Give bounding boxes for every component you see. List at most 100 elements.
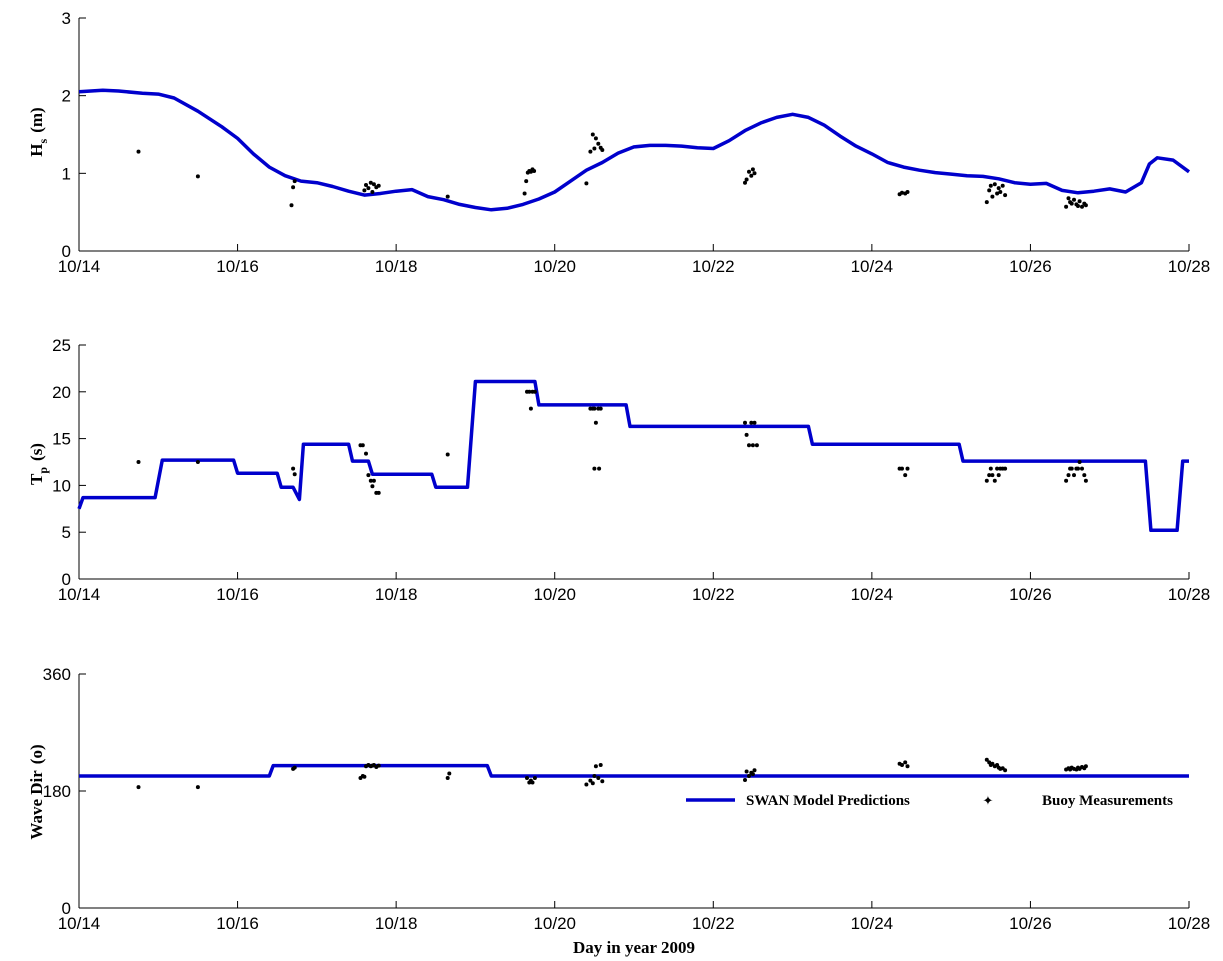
buoy-point-hs <box>1066 196 1071 201</box>
buoy-point-hs <box>1069 201 1074 206</box>
buoy-point-wavedir <box>600 779 605 784</box>
buoy-point-hs <box>998 190 1003 194</box>
buoy-point-hs <box>990 194 995 199</box>
y-tick-label-tp: 0 <box>62 570 71 589</box>
x-tick-label-tp: 10/20 <box>533 585 576 604</box>
buoy-point-wavedir <box>525 776 529 780</box>
x-tick-label-wavedir: 10/20 <box>533 914 576 933</box>
buoy-point-hs <box>1072 197 1076 202</box>
buoy-point-hs <box>752 171 757 176</box>
buoy-point-hs <box>596 141 601 146</box>
x-tick-label-wavedir: 10/14 <box>58 914 101 933</box>
buoy-point-tp <box>360 443 365 448</box>
buoy-point-hs <box>987 188 992 193</box>
buoy-point-tp <box>532 389 537 394</box>
buoy-point-tp <box>743 420 747 425</box>
buoy-point-wavedir <box>593 764 598 769</box>
buoy-point-tp <box>1077 460 1082 464</box>
buoy-point-hs <box>292 179 297 184</box>
buoy-point-hs <box>592 146 597 151</box>
buoy-point-hs <box>743 180 747 185</box>
buoy-point-tp <box>368 478 373 483</box>
buoy-point-hs <box>368 180 373 185</box>
buoy-point-tp <box>376 490 381 495</box>
buoy-point-wavedir <box>588 778 593 783</box>
legend-model-label: SWAN Model Predictions <box>746 793 910 809</box>
buoy-point-wavedir <box>598 763 603 767</box>
buoy-point-hs <box>371 182 376 187</box>
buoy-point-hs <box>984 200 989 205</box>
y-axis-label-hs-unit: (m) <box>27 107 46 132</box>
buoy-point-tp <box>1066 473 1071 478</box>
y-axis-label-wavedir-unit: (o) <box>27 744 46 764</box>
buoy-point-hs <box>905 190 910 194</box>
y-tick-label-tp: 5 <box>62 523 71 542</box>
buoy-point-tp <box>905 466 910 471</box>
buoy-point-wavedir <box>905 764 910 769</box>
y-tick-label-hs: 3 <box>62 9 71 28</box>
buoy-point-tp <box>1069 466 1074 471</box>
buoy-point-hs <box>524 179 529 184</box>
buoy-point-wavedir <box>1003 768 1008 773</box>
x-tick-label-hs: 10/28 <box>1168 257 1211 276</box>
x-tick-label-hs: 10/18 <box>375 257 418 276</box>
buoy-point-wavedir <box>752 768 757 773</box>
y-axis-label-tp-sub: p <box>36 467 50 474</box>
buoy-point-tp <box>528 406 533 411</box>
buoy-point-wavedir <box>744 769 749 774</box>
buoy-point-tp <box>996 473 1001 478</box>
x-tick-label-tp: 10/24 <box>851 585 894 604</box>
buoy-point-hs <box>588 149 593 154</box>
buoy-point-wavedir <box>1083 764 1088 769</box>
x-tick-label-tp: 10/26 <box>1009 585 1052 604</box>
legend-buoy-marker: ✦ <box>983 794 994 809</box>
buoy-point-wavedir <box>747 774 751 778</box>
legend: SWAN Model Predictions ✦ Buoy Measuremen… <box>686 793 1173 809</box>
buoy-point-tp <box>597 466 602 471</box>
x-tick-label-tp: 10/16 <box>216 585 259 604</box>
y-axis-label-hs: Hs (m) <box>27 107 50 156</box>
buoy-point-wavedir <box>990 761 995 766</box>
buoy-point-tp <box>370 484 375 489</box>
x-tick-label-wavedir: 10/24 <box>851 914 894 933</box>
buoy-point-tp <box>752 420 757 425</box>
x-tick-label-wavedir: 10/22 <box>692 914 735 933</box>
buoy-point-tp <box>1064 478 1069 483</box>
buoy-point-tp <box>903 473 908 478</box>
buoy-point-wavedir <box>592 774 597 778</box>
buoy-point-hs <box>289 203 294 208</box>
panel-tp: Tp (s) 0 5 10 15 20 25 10/14 10/16 10/18 10/20 10/2… <box>27 336 1210 604</box>
model-line-hs <box>78 88 1191 212</box>
buoy-point-hs <box>992 182 997 187</box>
buoy-point-tp <box>195 460 200 464</box>
buoy-point-hs <box>1080 204 1084 209</box>
y-axis-label-tp: Tp (s) <box>27 443 50 485</box>
buoy-point-wavedir <box>195 785 200 790</box>
buoy-point-hs <box>364 183 368 187</box>
y-tick-label-tp: 15 <box>52 430 71 449</box>
buoy-point-tp <box>1003 466 1008 471</box>
buoy-point-tp <box>364 451 368 456</box>
buoy-point-wavedir <box>376 763 381 768</box>
buoy-point-tp <box>592 466 597 471</box>
buoy-point-hs <box>600 148 605 152</box>
x-tick-label-wavedir: 10/28 <box>1168 914 1211 933</box>
buoy-point-wavedir <box>900 763 904 767</box>
y-axis-label-hs-main: H <box>27 143 46 156</box>
buoy-point-hs <box>744 177 749 182</box>
buoy-point-hs <box>995 191 1000 196</box>
buoy-point-hs <box>988 183 993 188</box>
x-tick-label-tp: 10/28 <box>1168 585 1211 604</box>
panel-wavedir: Wave Dir (o) 0 180 360 10/14 10/16 10/18 10/20 1… <box>27 665 1210 933</box>
y-axis-label-wavedir-main: Wave Dir <box>27 770 46 840</box>
y-tick-label-tp: 25 <box>52 336 71 355</box>
buoy-point-hs <box>136 149 141 154</box>
x-tick-label-hs: 10/16 <box>216 257 259 276</box>
x-tick-label-tp: 10/22 <box>692 585 735 604</box>
buoy-point-hs <box>900 190 904 195</box>
buoy-point-wavedir <box>596 776 601 780</box>
buoy-point-hs <box>750 167 755 172</box>
x-tick-label-wavedir: 10/16 <box>216 914 259 933</box>
buoy-point-tp <box>750 443 755 448</box>
x-tick-label-wavedir: 10/18 <box>375 914 418 933</box>
